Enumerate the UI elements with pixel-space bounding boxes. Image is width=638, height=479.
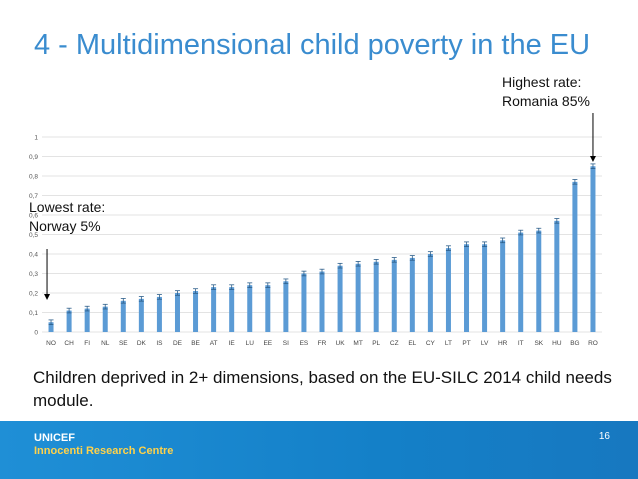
x-tick-label: BE	[191, 340, 200, 347]
y-tick-label: 0,8	[29, 174, 38, 181]
bar-lv	[482, 244, 488, 332]
y-tick-label: 0,5	[29, 232, 38, 239]
bar-fi	[84, 308, 90, 332]
x-tick-label: CZ	[390, 340, 399, 347]
bar-ro	[590, 166, 596, 332]
x-tick-label: EE	[263, 340, 272, 347]
bar-cy	[427, 254, 433, 332]
y-tick-label: 0,4	[29, 252, 38, 259]
x-tick-label: LT	[445, 340, 452, 347]
highest-rate-value: Romania 85%	[502, 93, 590, 109]
bar-el	[409, 257, 415, 332]
x-tick-label: RO	[588, 340, 598, 347]
x-tick-label: UK	[336, 340, 346, 347]
bar-pt	[464, 244, 470, 332]
bar-it	[518, 232, 524, 332]
bar-pl	[373, 261, 379, 332]
x-tick-label: NO	[46, 340, 56, 347]
bar-sk	[536, 230, 542, 332]
y-tick-label: 0,6	[29, 213, 38, 220]
highest-arrow-head	[589, 156, 596, 162]
bar-be	[193, 291, 199, 332]
footer-logo-text: UNICEF Innocenti Research Centre	[34, 432, 173, 458]
y-tick-label: 0,7	[29, 193, 38, 200]
lowest-arrow-head	[44, 294, 51, 300]
x-tick-label: EL	[408, 340, 416, 347]
y-tick-label: 0,9	[29, 154, 38, 161]
bar-nl	[102, 306, 108, 332]
bar-uk	[337, 265, 343, 332]
y-tick-label: 0	[34, 330, 38, 337]
x-tick-label: LV	[481, 340, 489, 347]
x-tick-label: LU	[246, 340, 255, 347]
page-number: 16	[598, 431, 610, 442]
bar-lu	[247, 285, 253, 332]
x-tick-label: SK	[534, 340, 543, 347]
x-tick-label: SI	[283, 340, 289, 347]
x-tick-label: BG	[570, 340, 579, 347]
bar-lt	[445, 248, 451, 332]
x-tick-label: NL	[101, 340, 110, 347]
x-tick-label: ES	[300, 340, 309, 347]
highest-rate-annotation: Highest rate: Romania 85%	[502, 73, 590, 111]
footer-bar: UNICEF Innocenti Research Centre 16	[0, 421, 638, 479]
x-tick-label: IT	[518, 340, 524, 347]
bar-de	[174, 293, 180, 332]
y-tick-label: 0,2	[29, 291, 38, 298]
bar-se	[120, 300, 126, 332]
x-tick-label: FR	[318, 340, 327, 347]
lowest-rate-label: Lowest rate:	[29, 199, 106, 215]
x-tick-label: HU	[552, 340, 562, 347]
bar-ch	[66, 310, 72, 332]
bar-dk	[138, 298, 144, 332]
bar-mt	[355, 263, 361, 332]
org-unit: Innocenti Research Centre	[34, 445, 174, 457]
bar-at	[211, 287, 217, 332]
bar-ie	[229, 287, 235, 332]
lowest-rate-annotation: Lowest rate: Norway 5%	[29, 198, 105, 236]
bar-es	[301, 273, 307, 332]
slide-title: 4 - Multidimensional child poverty in th…	[34, 29, 591, 61]
y-tick-label: 1	[34, 135, 38, 142]
bar-fr	[319, 271, 325, 332]
bar-hr	[500, 240, 506, 332]
bar-no	[48, 322, 54, 332]
org-name: UNICEF	[34, 432, 75, 444]
bar-is	[156, 296, 162, 332]
lowest-rate-value: Norway 5%	[29, 218, 101, 234]
x-tick-label: CH	[64, 340, 74, 347]
bar-si	[283, 281, 289, 332]
bar-hu	[554, 220, 560, 332]
x-tick-label: FI	[84, 340, 90, 347]
x-tick-label: DE	[173, 340, 183, 347]
y-tick-label: 0,3	[29, 271, 38, 278]
x-tick-label: PT	[462, 340, 470, 347]
x-tick-label: IE	[229, 340, 236, 347]
bar-bg	[572, 181, 578, 332]
x-tick-label: IS	[156, 340, 163, 347]
x-tick-label: HR	[498, 340, 508, 347]
highest-rate-label: Highest rate:	[502, 74, 582, 90]
x-tick-label: AT	[210, 340, 218, 347]
y-tick-label: 0,1	[29, 310, 38, 317]
bar-cz	[391, 259, 397, 332]
x-tick-label: MT	[353, 340, 362, 347]
bar-chart: 0 0,1 0,2 0,3 0,4 0,5 0,6 0,7 0,8 0,9 1 NO CH FI NL SE D…	[29, 113, 602, 347]
x-tick-label: DK	[137, 340, 147, 347]
x-tick-label: PL	[372, 340, 380, 347]
chart-caption: Children deprived in 2+ dimensions, base…	[33, 368, 612, 410]
bar-ee	[265, 285, 271, 332]
x-tick-label: CY	[426, 340, 436, 347]
x-tick-label: SE	[119, 340, 128, 347]
